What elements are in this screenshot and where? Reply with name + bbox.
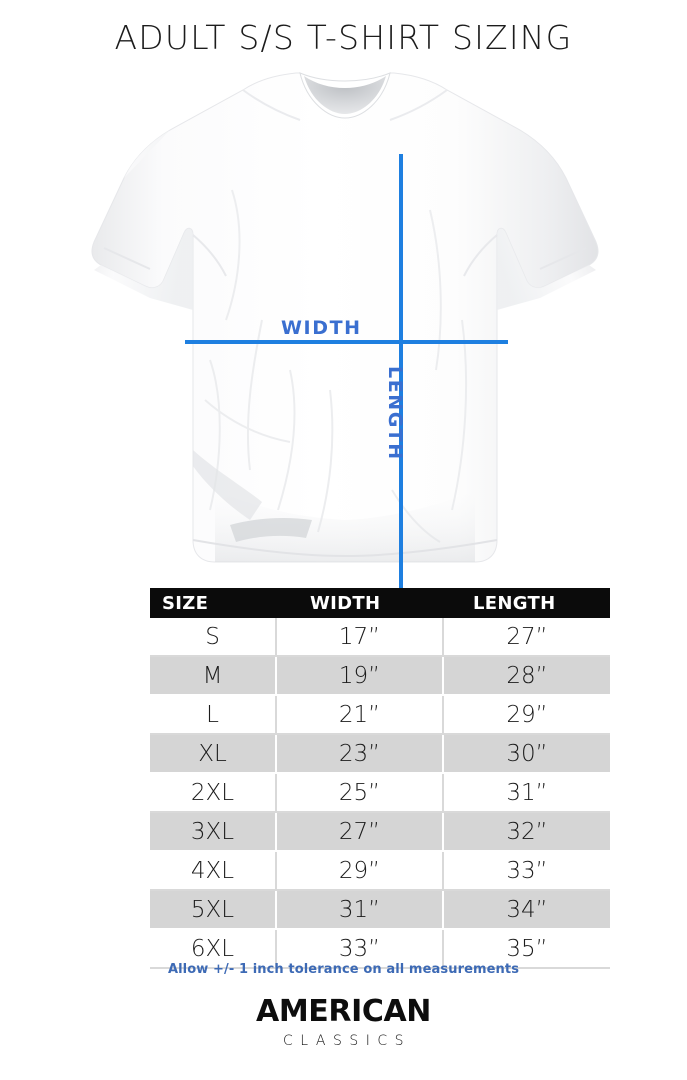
collar-opening [304, 76, 386, 114]
cell-length: 33” [443, 851, 610, 891]
tshirt-diagram: WIDTH LENGTH [0, 70, 687, 636]
table-row: L 21” 29” [150, 695, 610, 735]
cell-width: 21” [276, 695, 444, 735]
tshirt-illustration [91, 72, 599, 563]
cell-size: 4XL [150, 851, 277, 891]
table-row: 4XL 29” 33” [150, 851, 610, 891]
header-size: SIZE [150, 588, 276, 618]
table-row: 3XL 27” 32” [150, 812, 610, 852]
cell-width: 27” [276, 812, 444, 852]
cell-length: 35” [443, 929, 610, 969]
cell-length: 28” [443, 656, 610, 696]
table-row: 5XL 31” 34” [150, 890, 610, 930]
cell-size: L [150, 695, 277, 735]
table-row: XL 23” 30” [150, 734, 610, 774]
cell-length: 29” [443, 695, 610, 735]
cell-width: 33” [276, 929, 444, 969]
cell-size: 3XL [150, 812, 277, 852]
table-row: 2XL 25” 31” [150, 773, 610, 813]
cell-length: 32” [443, 812, 610, 852]
cell-size: M [150, 656, 277, 696]
table-body: S 17” 27” M 19” 28” L 21” 29” XL 23” 30”… [150, 618, 610, 969]
table-row: M 19” 28” [150, 656, 610, 696]
right-sleeve-shading [497, 228, 596, 310]
left-hem-fold [230, 517, 312, 542]
table-row: 6XL 33” 35” [150, 929, 610, 969]
table-row: S 17” 27” [150, 618, 610, 657]
table-header: SIZE WIDTH LENGTH [150, 588, 610, 618]
cell-width: 31” [276, 890, 444, 930]
left-sleeve-shading [94, 130, 193, 310]
right-shoulder-seam [389, 89, 448, 121]
header-length: LENGTH [443, 588, 610, 618]
cell-length: 30” [443, 734, 610, 774]
left-armhole-seam [192, 234, 227, 277]
header-width: WIDTH [276, 588, 443, 618]
cell-width: 25” [276, 773, 444, 813]
width-measurement-line [185, 340, 508, 344]
cell-size: S [150, 618, 277, 657]
table-header-row: SIZE WIDTH LENGTH [150, 588, 610, 618]
left-shoulder-seam [242, 89, 301, 121]
right-armhole-seam [463, 234, 498, 277]
hem-shading [215, 490, 475, 562]
page-title: ADULT S/S T-SHIRT SIZING [114, 18, 573, 57]
cell-width: 29” [276, 851, 444, 891]
width-label: WIDTH [281, 317, 362, 339]
left-side-shadow [193, 450, 262, 520]
logo-secondary-text: CLASSICS [282, 1033, 412, 1049]
size-chart-table: SIZE WIDTH LENGTH S 17” 27” M 19” 28” L … [150, 588, 610, 969]
cell-length: 34” [443, 890, 610, 930]
cell-size: XL [150, 734, 277, 774]
cell-width: 17” [276, 618, 444, 657]
cell-width: 23” [276, 734, 444, 774]
cell-length: 27” [443, 618, 610, 657]
length-label: LENGTH [384, 366, 406, 461]
right-cuff-line [539, 247, 587, 270]
brand-logo: AMERICAN CLASSICS [0, 994, 687, 1049]
length-measurement-line [399, 154, 403, 636]
cell-size: 6XL [150, 929, 277, 969]
cell-size: 2XL [150, 773, 277, 813]
cell-size: 5XL [150, 890, 277, 930]
logo-primary-text: AMERICAN [256, 994, 431, 1029]
cell-width: 19” [276, 656, 444, 696]
left-cuff-line [103, 247, 151, 270]
tolerance-note: Allow +/- 1 inch tolerance on all measur… [167, 962, 520, 977]
cell-length: 31” [443, 773, 610, 813]
hem-edge [192, 539, 498, 558]
